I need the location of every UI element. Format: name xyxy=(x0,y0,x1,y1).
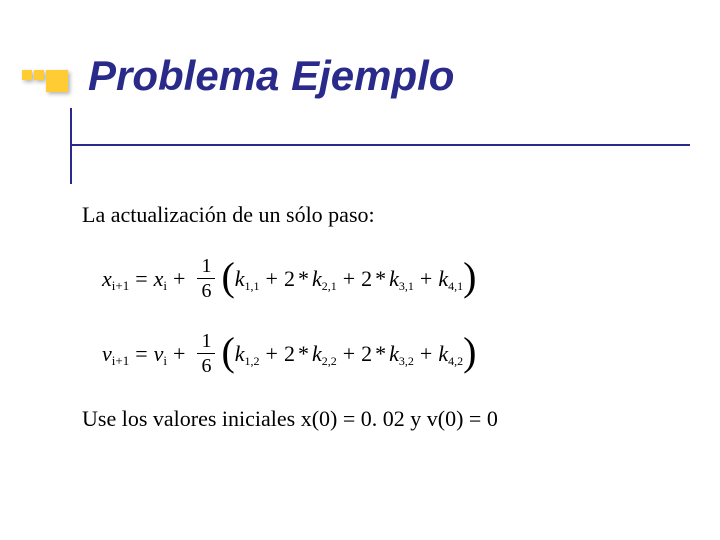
fraction: 1 6 xyxy=(197,331,215,376)
equation-x: xi+1 = xi + 1 6 ( k1,1 + 2*k2,1 + 2*k3,1… xyxy=(102,256,680,301)
mult: * xyxy=(375,266,386,292)
outro-text: Use los valores iniciales x(0) = 0. 02 y… xyxy=(82,406,680,432)
plus: + xyxy=(420,341,432,367)
lhs-var: x xyxy=(102,266,112,292)
rhs-first: xi xyxy=(154,266,167,292)
k-sub: 2,2 xyxy=(322,354,337,369)
yellow-square-large-icon xyxy=(46,70,68,92)
k-term: k xyxy=(438,266,448,292)
k-sub: 4,1 xyxy=(448,279,463,294)
paren-group: ( k1,2 + 2*k2,2 + 2*k3,2 + k4,2 ) xyxy=(221,341,476,367)
k-sub: 4,2 xyxy=(448,354,463,369)
intro-text: La actualización de un sólo paso: xyxy=(82,202,680,228)
lhs-var: v xyxy=(102,341,112,367)
lhs-sub: i+1 xyxy=(112,278,129,294)
vertical-rule xyxy=(70,108,72,184)
paren-group: ( k1,1 + 2*k2,1 + 2*k3,1 + k4,1 ) xyxy=(221,266,476,292)
plus: + xyxy=(343,341,355,367)
k-term: k xyxy=(235,266,245,292)
k-sub: 2,1 xyxy=(322,279,337,294)
k-sub: 1,2 xyxy=(245,354,260,369)
plus-sign: + xyxy=(173,266,185,292)
rhs-first: vi xyxy=(154,341,167,367)
k-term: k xyxy=(389,266,399,292)
rhs-var: v xyxy=(154,341,164,367)
coef: 2 xyxy=(361,266,372,292)
coef: 2 xyxy=(361,341,372,367)
k-term: k xyxy=(312,266,322,292)
equations-block: xi+1 = xi + 1 6 ( k1,1 + 2*k2,1 + 2*k3,1… xyxy=(102,256,680,376)
k-term: k xyxy=(389,341,399,367)
k-term: k xyxy=(235,341,245,367)
equation-v: vi+1 = vi + 1 6 ( k1,2 + 2*k2,2 + 2*k3,2… xyxy=(102,331,680,376)
frac-num: 1 xyxy=(197,256,215,279)
frac-num: 1 xyxy=(197,331,215,354)
plus: + xyxy=(343,266,355,292)
mult: * xyxy=(375,341,386,367)
equals-sign: = xyxy=(135,266,147,292)
slide-header: Problema Ejemplo xyxy=(0,0,720,160)
k-sub: 3,2 xyxy=(399,354,414,369)
plus: + xyxy=(266,266,278,292)
k-sub: 3,1 xyxy=(399,279,414,294)
plus-sign: + xyxy=(173,341,185,367)
coef: 2 xyxy=(284,341,295,367)
yellow-square-small-icon xyxy=(34,70,44,80)
rhs-sub: i xyxy=(163,353,167,369)
eq-lhs: xi+1 xyxy=(102,266,129,292)
mult: * xyxy=(298,266,309,292)
paren-inside: k1,1 + 2*k2,1 + 2*k3,1 + k4,1 xyxy=(235,266,463,292)
coef: 2 xyxy=(284,266,295,292)
mult: * xyxy=(298,341,309,367)
frac-den: 6 xyxy=(201,354,211,376)
plus: + xyxy=(266,341,278,367)
slide-title: Problema Ejemplo xyxy=(88,52,454,100)
frac-den: 6 xyxy=(201,279,211,301)
eq-lhs: vi+1 xyxy=(102,341,129,367)
rhs-var: x xyxy=(154,266,164,292)
yellow-square-small-icon xyxy=(22,70,32,80)
k-term: k xyxy=(312,341,322,367)
paren-inside: k1,2 + 2*k2,2 + 2*k3,2 + k4,2 xyxy=(235,341,463,367)
horizontal-rule xyxy=(70,144,690,146)
fraction: 1 6 xyxy=(197,256,215,301)
rhs-sub: i xyxy=(163,278,167,294)
lhs-sub: i+1 xyxy=(112,353,129,369)
k-term: k xyxy=(438,341,448,367)
k-sub: 1,1 xyxy=(245,279,260,294)
plus: + xyxy=(420,266,432,292)
equals-sign: = xyxy=(135,341,147,367)
slide-content: La actualización de un sólo paso: xi+1 =… xyxy=(0,160,720,432)
